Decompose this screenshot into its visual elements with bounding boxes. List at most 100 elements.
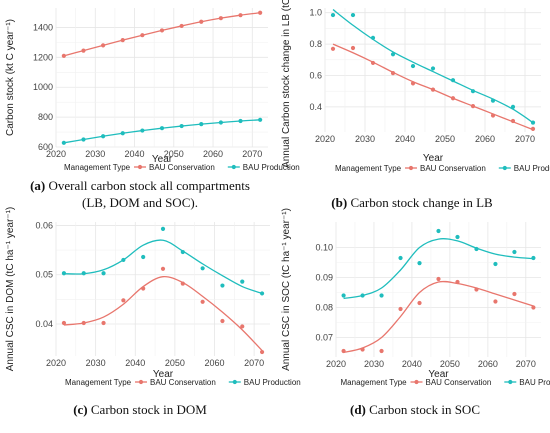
panel-caption: (c) Carbon stock in DOM: [73, 402, 207, 417]
data-point: [81, 48, 85, 52]
data-point: [331, 13, 335, 17]
x-tick-label: 2020: [46, 358, 66, 368]
y-tick-label: 0.4: [309, 102, 322, 112]
legend-swatch-point: [233, 380, 237, 384]
data-point: [493, 262, 497, 266]
data-point: [512, 250, 516, 254]
data-point: [474, 247, 478, 251]
data-point: [379, 293, 383, 297]
caption-text: Carbon stock in SOC: [366, 402, 480, 417]
data-point: [161, 227, 165, 231]
legend-swatch-point: [414, 380, 418, 384]
caption-label: (d): [350, 402, 366, 417]
x-tick-label: 2020: [315, 134, 335, 144]
data-point: [201, 266, 205, 270]
x-tick-label: 2070: [244, 358, 264, 368]
series-conservation: [341, 277, 535, 353]
x-tick-label: 2070: [515, 134, 535, 144]
data-point: [391, 52, 395, 56]
data-point: [391, 71, 395, 75]
data-point: [161, 267, 165, 271]
series-line: [64, 13, 260, 56]
data-point: [160, 126, 164, 130]
data-point: [219, 120, 223, 124]
data-point: [240, 280, 244, 284]
x-tick-label: 2060: [478, 359, 498, 369]
series-conservation: [62, 267, 264, 354]
x-tick-label: 2060: [203, 149, 223, 159]
x-tick-label: 2040: [395, 134, 415, 144]
data-point: [121, 131, 125, 135]
data-point: [180, 124, 184, 128]
data-point: [201, 300, 205, 304]
data-point: [141, 255, 145, 259]
data-point: [219, 16, 223, 20]
panel-caption: (d) Carbon stock in SOC: [350, 402, 480, 417]
data-point: [451, 78, 455, 82]
data-point: [455, 280, 459, 284]
data-point: [531, 256, 535, 260]
data-point: [220, 319, 224, 323]
caption-line: (c) Carbon stock in DOM: [73, 402, 207, 417]
legend-entry: BAU Conservation: [426, 378, 492, 387]
data-point: [436, 277, 440, 281]
data-point: [181, 281, 185, 285]
panel-caption: (a) Overall carbon stock all compartment…: [30, 178, 250, 210]
data-point: [101, 271, 105, 275]
gridlines: [336, 222, 541, 357]
data-point: [238, 119, 242, 123]
data-point: [160, 28, 164, 32]
series-line: [333, 44, 533, 130]
data-point: [62, 54, 66, 58]
data-point: [398, 256, 402, 260]
data-point: [371, 61, 375, 65]
data-point: [371, 36, 375, 40]
data-point: [199, 122, 203, 126]
x-tick-label: 2030: [355, 134, 375, 144]
y-tick-label: 0.06: [35, 220, 53, 230]
data-point: [360, 293, 364, 297]
x-tick-label: 2030: [85, 149, 105, 159]
series-line: [64, 277, 262, 351]
data-point: [81, 137, 85, 141]
legend-entry: BAU Conservation: [149, 163, 215, 172]
data-point: [455, 235, 459, 239]
caption-line: (LB, DOM and SOC).: [82, 195, 198, 210]
series-production: [341, 229, 535, 299]
series-conservation: [62, 11, 262, 58]
series-production: [62, 118, 262, 145]
data-point: [411, 81, 415, 85]
data-point: [511, 105, 515, 109]
data-point: [351, 46, 355, 50]
y-axis-title: Annual CSC in SOC (tC ha⁻¹ year⁻¹): [281, 208, 292, 371]
data-point: [82, 271, 86, 275]
x-tick-label: 2060: [205, 358, 225, 368]
x-tick-label: 2040: [125, 358, 145, 368]
caption-line: (d) Carbon stock in SOC: [350, 402, 480, 417]
series-production: [331, 10, 535, 125]
y-axis-title: Annual CSC in DOM (tC ha⁻¹ year⁻¹): [5, 207, 16, 372]
data-point: [62, 321, 66, 325]
data-point: [531, 305, 535, 309]
y-tick-label: 1200: [33, 52, 53, 62]
caption-label: (a): [30, 178, 45, 193]
data-point: [493, 299, 497, 303]
legend-swatch-point: [139, 380, 143, 384]
legend-entry: BAU Conservation: [420, 164, 486, 173]
data-point: [240, 324, 244, 328]
series-line: [333, 10, 533, 123]
y-tick-label: 0.07: [315, 333, 333, 343]
legend-entry: BAU Production: [244, 378, 301, 387]
panel-caption: (b) Carbon stock change in LB: [331, 195, 493, 210]
y-axis-title: Carbon stock (kt C year⁻¹): [5, 19, 16, 136]
x-tick-label: 2060: [475, 134, 495, 144]
data-point: [260, 291, 264, 295]
y-tick-label: 0.09: [315, 273, 333, 283]
caption-label: (b): [331, 195, 347, 210]
y-tick-label: 1.0: [309, 8, 322, 18]
x-tick-label: 2050: [435, 134, 455, 144]
y-tick-label: 600: [38, 142, 53, 152]
data-point: [351, 13, 355, 17]
